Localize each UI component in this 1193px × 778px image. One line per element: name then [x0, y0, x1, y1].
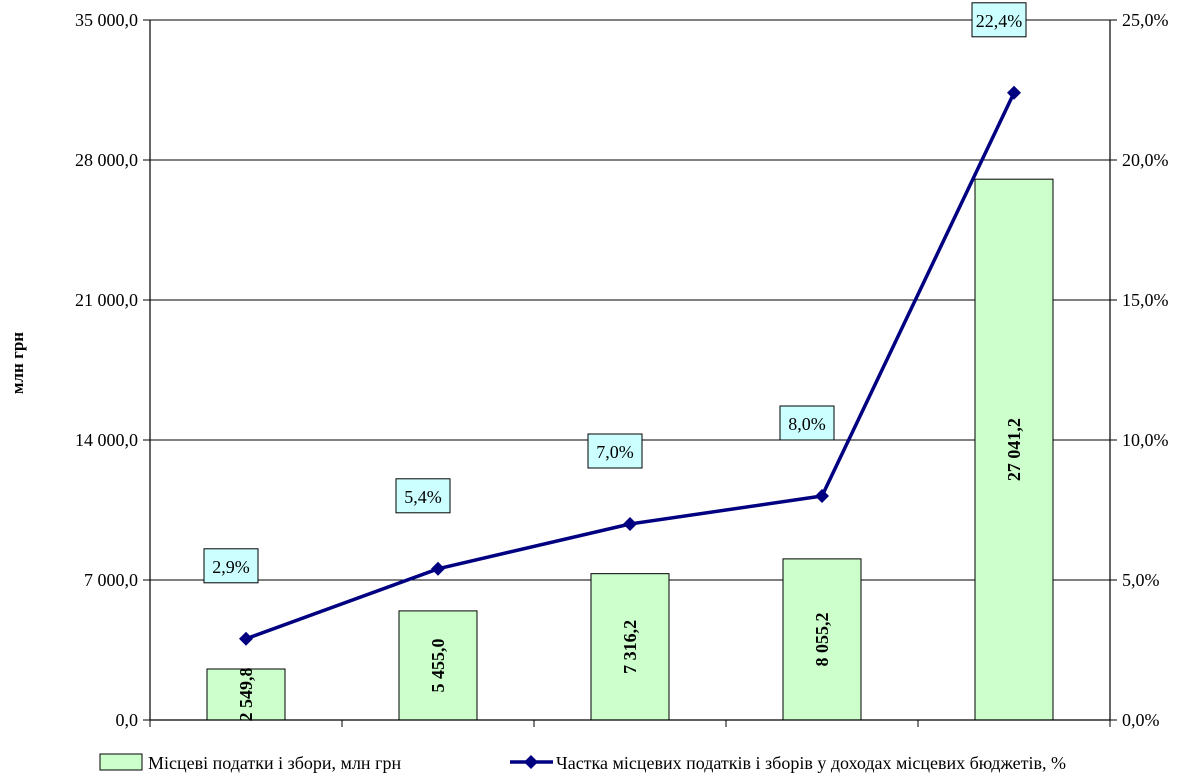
line-point — [239, 631, 253, 646]
bar-value-label: 27 041,2 — [1004, 418, 1024, 481]
line-value-label: 2,9% — [212, 557, 250, 577]
line-value-box — [203, 548, 259, 584]
gridlines — [150, 19, 1110, 581]
line-value-label: 8,0% — [788, 414, 826, 434]
y-tick-label: 7 000,0 — [84, 570, 138, 590]
y-tick-label: 14 000,0 — [75, 430, 138, 450]
line-value-box — [779, 405, 835, 441]
axes: 0,0 7 000,0 14 000,0 21 000,0 28 000,0 35 000… — [75, 10, 1169, 730]
line-value-box — [587, 433, 643, 469]
y2-tick-label: 20,0% — [1122, 150, 1169, 170]
y-axis-label: млн грн — [8, 332, 27, 394]
line-value-label: 22,4% — [976, 11, 1023, 31]
bar-value-label: 5 455,0 — [428, 638, 448, 692]
y-tick-label: 35 000,0 — [75, 10, 138, 30]
line-value-box — [971, 2, 1027, 38]
y2-tick-label: 10,0% — [1122, 430, 1169, 450]
y2-tick-label: 25,0% — [1122, 10, 1169, 30]
line-value-label: 5,4% — [404, 487, 442, 507]
y-tick-label: 21 000,0 — [75, 290, 138, 310]
y-tick-label: 0,0 — [116, 710, 139, 730]
legend-label-line: Частка місцевих податків і зборів у дохо… — [556, 753, 1066, 773]
legend: Місцеві податки і збори, млн грн Частка м… — [99, 753, 1066, 773]
bar-value-label: 8 055,2 — [812, 612, 832, 666]
legend-swatch-bars — [99, 753, 143, 771]
line-series — [239, 85, 1021, 646]
line-value-box — [395, 478, 451, 514]
bar-value-label: 7 316,2 — [620, 620, 640, 674]
data-labels: 2 549,8 5 455,0 7 316,2 8 055,2 27 041,2 2,9%… — [203, 2, 1027, 722]
legend-marker — [524, 755, 538, 769]
legend-label-bars: Місцеві податки і збори, млн грн — [148, 753, 401, 773]
line-point — [623, 517, 637, 531]
bar — [206, 668, 286, 721]
line-point — [815, 489, 829, 503]
bar — [974, 178, 1054, 721]
line-point — [431, 561, 445, 576]
line-value-label: 7,0% — [596, 442, 634, 462]
bar-series — [206, 178, 1054, 721]
bar — [782, 558, 862, 721]
line-point — [1007, 85, 1021, 100]
bar — [590, 573, 670, 721]
y2-tick-label: 15,0% — [1122, 290, 1169, 310]
y2-tick-label: 5,0% — [1122, 570, 1160, 590]
y2-tick-label: 0,0% — [1122, 710, 1160, 730]
line-path — [245, 92, 1016, 641]
bar-value-label: 2 549,8 — [236, 668, 256, 722]
y-tick-label: 28 000,0 — [75, 150, 138, 170]
